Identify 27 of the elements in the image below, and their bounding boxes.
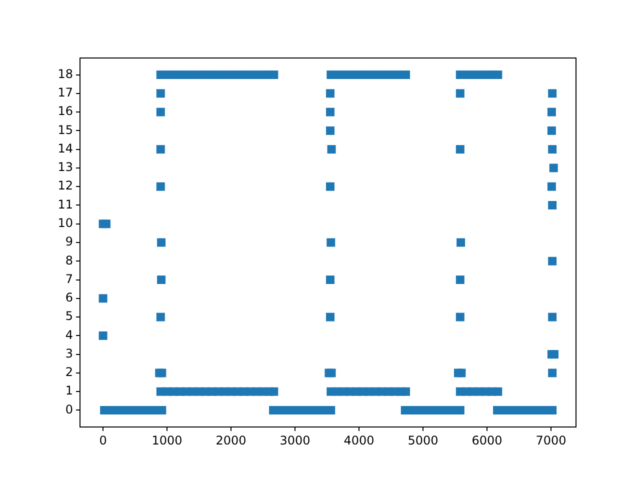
y-tick-label: 2 <box>65 365 73 380</box>
y-tick-label: 1 <box>65 384 73 398</box>
x-tick-label: 7000 <box>536 433 566 448</box>
y-tick-label: 13 <box>58 160 73 174</box>
y-tick-label: 17 <box>58 86 73 100</box>
y-tick-label: 4 <box>65 328 73 342</box>
y-tick-label: 9 <box>65 234 73 249</box>
y-tick-label: 14 <box>58 141 73 156</box>
x-tick-label: 4000 <box>344 433 374 448</box>
y-tick-label: 6 <box>65 290 73 305</box>
y-tick-label: 8 <box>65 253 73 268</box>
y-tick-label: 11 <box>58 197 73 212</box>
y-tick-label: 5 <box>65 309 73 324</box>
y-tick-label: 18 <box>58 66 73 81</box>
y-tick-label: 7 <box>65 272 73 286</box>
x-tick-label: 5000 <box>408 433 438 448</box>
x-tick-label: 3000 <box>280 433 310 448</box>
y-tick-label: 15 <box>58 122 73 137</box>
y-tick-label: 10 <box>58 216 73 230</box>
x-tick-label: 6000 <box>472 433 502 448</box>
x-tick-label: 0 <box>99 433 107 448</box>
x-tick-label: 2000 <box>216 433 246 448</box>
y-tick-label: 12 <box>58 178 73 193</box>
y-tick-label: 0 <box>65 402 73 416</box>
x-tick-label: 1000 <box>152 433 182 448</box>
y-tick-label: 16 <box>58 104 73 118</box>
y-tick-label: 3 <box>65 346 73 360</box>
